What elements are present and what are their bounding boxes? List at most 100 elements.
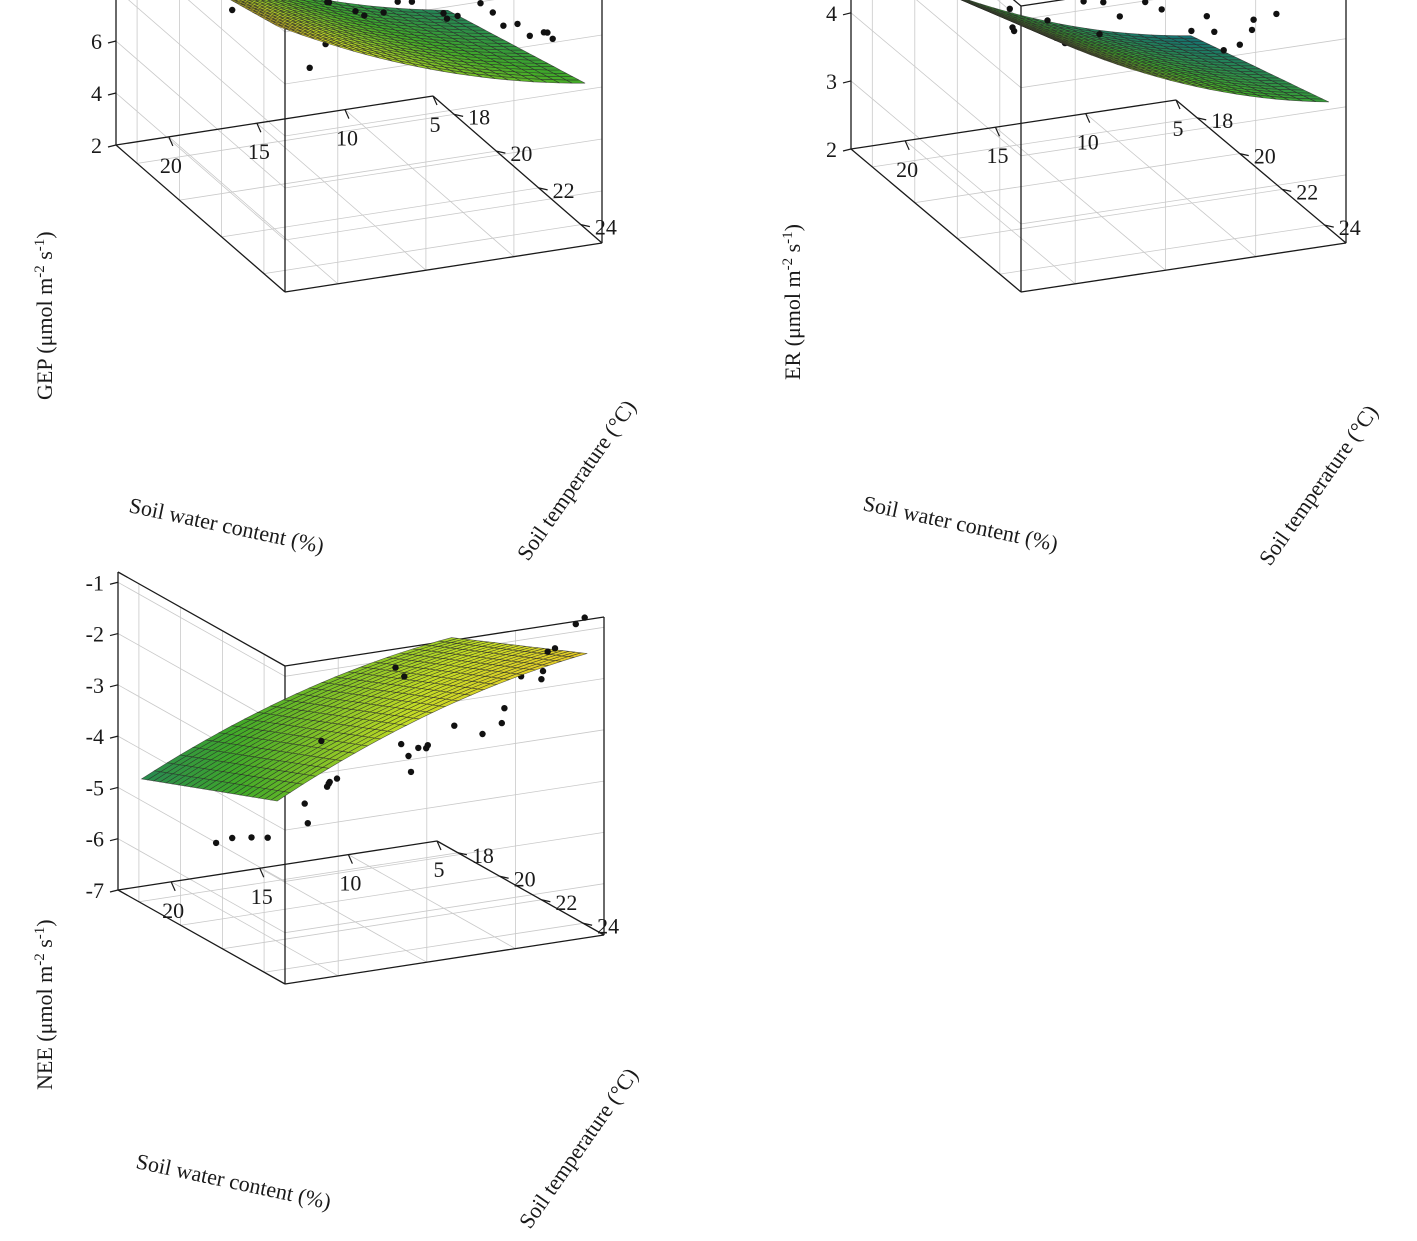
data-point	[304, 820, 311, 827]
er-points-above	[1006, 0, 1280, 54]
data-point	[380, 9, 387, 16]
data-point	[1044, 17, 1051, 24]
y-tick-label: 24	[595, 215, 617, 240]
y-tick-label: 20	[514, 866, 536, 891]
z-tick-mark	[842, 148, 852, 152]
y-tick-label: 22	[553, 178, 575, 203]
axis-edge	[284, 934, 605, 985]
y-tick-label: 18	[472, 843, 494, 868]
er-x-axis-label: Soil water content (%)	[861, 490, 1060, 556]
nee-surface	[140, 637, 588, 802]
z-tick-mark	[107, 40, 117, 44]
grid-line	[904, 0, 1076, 285]
y-tick-mark	[580, 224, 591, 228]
data-point	[500, 22, 507, 29]
x-tick-mark	[1085, 113, 1091, 123]
data-point	[443, 15, 451, 22]
x-tick-label: 20	[162, 898, 184, 923]
data-point	[401, 673, 408, 680]
gep-surface	[230, 0, 586, 84]
z-tick-label: -5	[86, 775, 104, 800]
x-tick-mark	[432, 95, 438, 106]
axis-edge	[1020, 0, 1066, 7]
z-tick-mark	[842, 12, 852, 16]
axis-edge	[1012, 0, 1022, 7]
x-tick-label: 5	[1173, 116, 1184, 141]
nee-points-below	[212, 667, 547, 847]
z-tick-label: 3	[826, 69, 837, 94]
x-tick-mark	[994, 126, 1000, 137]
data-point	[549, 35, 556, 42]
data-point	[540, 29, 548, 36]
y-tick-label: 20	[510, 141, 532, 166]
z-tick-label: 8	[91, 0, 102, 2]
data-point	[398, 740, 405, 748]
surface-cell	[438, 637, 458, 643]
y-tick-mark	[453, 113, 464, 117]
data-point	[1188, 27, 1195, 35]
axis-edge	[117, 571, 286, 667]
data-point	[394, 0, 401, 5]
data-point	[544, 648, 551, 655]
z-tick-mark	[109, 581, 119, 585]
data-point	[1009, 24, 1016, 31]
y-tick-mark	[541, 899, 551, 903]
z-tick-mark	[109, 786, 119, 791]
surface-cell	[1177, 35, 1198, 40]
data-point	[407, 768, 415, 776]
gep-z-axis-label: GEP (μmol m-2 s-1)	[32, 231, 57, 400]
data-point	[1220, 47, 1227, 54]
surface-cell	[299, 0, 307, 2]
data-point	[477, 0, 484, 7]
data-point	[526, 32, 533, 39]
data-point	[318, 737, 325, 745]
data-point	[1273, 10, 1280, 18]
x-tick-mark	[259, 867, 265, 878]
axis-edge	[1175, 99, 1347, 244]
axis-edge	[432, 95, 603, 244]
y-tick-label: 18	[468, 104, 490, 129]
axis-edge	[850, 148, 1022, 293]
z-tick-mark	[109, 838, 119, 842]
nee-z-axis-label: NEE (μmol m-2 s-1)	[32, 919, 57, 1090]
data-point	[264, 834, 271, 841]
data-point	[501, 705, 508, 712]
z-tick-mark	[107, 92, 117, 96]
z-tick-label: -4	[86, 724, 104, 749]
z-tick-label: -7	[86, 878, 104, 903]
data-point	[423, 745, 430, 752]
grid-line	[850, 148, 1347, 293]
data-point	[1116, 13, 1124, 20]
data-point	[514, 20, 521, 28]
data-point	[306, 64, 313, 72]
x-tick-label: 15	[248, 139, 270, 164]
x-tick-mark	[168, 136, 174, 147]
data-point	[229, 834, 236, 842]
x-tick-mark	[344, 109, 350, 119]
data-point	[1236, 41, 1244, 48]
x-tick-mark	[256, 122, 262, 133]
data-point	[1211, 28, 1218, 35]
chart-er: 23456201510518202224 ER (μmol m-2 s-1) S…	[780, 0, 1383, 570]
nee-tick-marks	[109, 581, 593, 926]
z-tick-label: 6	[91, 29, 102, 54]
data-point	[408, 0, 416, 5]
y-tick-label: 20	[1254, 144, 1276, 169]
er-tick-marks	[842, 12, 1334, 228]
y-tick-label: 24	[1339, 215, 1361, 240]
z-tick-label: 4	[826, 1, 837, 26]
x-tick-label: 5	[434, 857, 445, 882]
data-point	[1080, 0, 1087, 5]
z-tick-mark	[109, 684, 119, 688]
gep-tick-labels: 24681012201510518202224	[91, 0, 617, 240]
axis-edge	[117, 889, 286, 985]
z-tick-label: 2	[826, 137, 837, 162]
nee-x-axis-label: Soil water content (%)	[134, 1148, 333, 1214]
data-point	[361, 12, 368, 19]
data-point	[248, 834, 255, 841]
axis-edge	[115, 144, 286, 293]
z-tick-label: 4	[91, 81, 102, 106]
gep-tick-marks	[107, 40, 591, 228]
x-tick-label: 20	[896, 157, 918, 182]
x-tick-mark	[436, 840, 442, 851]
